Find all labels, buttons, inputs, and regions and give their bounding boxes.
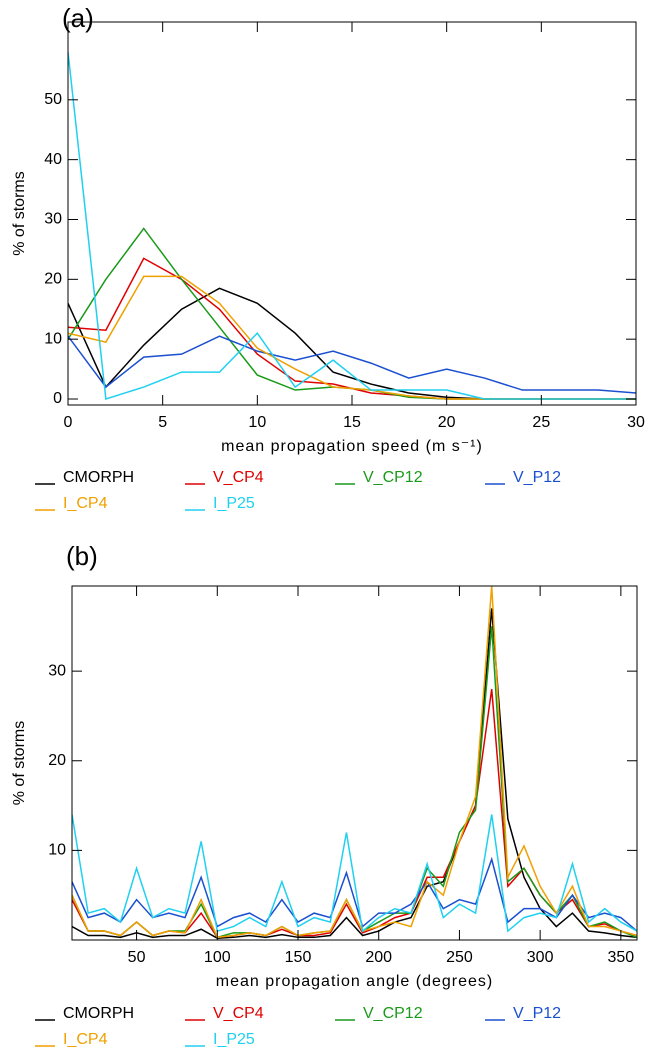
x-tick-label: 25	[532, 414, 550, 431]
y-tick-label: 20	[48, 752, 66, 769]
legend-label: I_CP4	[63, 1031, 108, 1048]
data-line	[68, 335, 636, 394]
x-tick-label: 0	[64, 414, 73, 431]
x-tick-label: 30	[627, 414, 645, 431]
x-tick-label: 20	[438, 414, 456, 431]
data-line	[72, 856, 637, 932]
y-tick-label: 30	[48, 662, 66, 679]
y-tick-label: 50	[44, 91, 62, 108]
data-line	[68, 51, 636, 401]
x-axis-label: mean propagation speed (m s⁻¹)	[221, 438, 483, 455]
data-line	[72, 814, 637, 933]
x-axis-label: mean propagation angle (degrees)	[216, 973, 494, 990]
legend-label: V_P12	[513, 469, 561, 486]
panel-label: (a)	[62, 3, 94, 33]
data-line	[68, 287, 636, 400]
legend-label: V_CP12	[363, 1005, 423, 1022]
data-line	[72, 608, 637, 939]
y-tick-label: 10	[48, 842, 66, 859]
data-line	[72, 586, 637, 939]
x-tick-label: 100	[204, 949, 231, 966]
x-tick-label: 10	[248, 414, 266, 431]
legend-label: V_CP4	[213, 469, 264, 486]
y-tick-label: 40	[44, 151, 62, 168]
plot-frame	[71, 585, 638, 941]
x-tick-label: 5	[158, 414, 167, 431]
legend-label: I_P25	[213, 1031, 255, 1048]
legend-label: V_CP4	[213, 1005, 264, 1022]
y-axis-label: % of storms	[11, 721, 28, 805]
data-line	[72, 626, 637, 939]
legend-label: I_CP4	[63, 495, 108, 512]
data-line	[68, 275, 636, 400]
y-tick-label: 0	[53, 390, 62, 407]
y-axis-label: % of storms	[11, 171, 28, 255]
x-tick-label: 350	[608, 949, 635, 966]
legend-label: V_P12	[513, 1005, 561, 1022]
x-tick-label: 250	[446, 949, 473, 966]
y-tick-label: 30	[44, 211, 62, 228]
x-tick-label: 50	[128, 949, 146, 966]
panel-label: (b)	[66, 541, 98, 571]
legend-label: CMORPH	[63, 469, 134, 486]
x-tick-label: 15	[343, 414, 361, 431]
legend-label: CMORPH	[63, 1005, 134, 1022]
y-tick-label: 20	[44, 271, 62, 288]
x-tick-label: 150	[285, 949, 312, 966]
legend-label: I_P25	[213, 495, 255, 512]
plot-frame	[67, 21, 637, 406]
x-tick-label: 300	[527, 949, 554, 966]
y-tick-label: 10	[44, 330, 62, 347]
legend-label: V_CP12	[363, 469, 423, 486]
data-line	[68, 227, 636, 400]
x-tick-label: 200	[365, 949, 392, 966]
